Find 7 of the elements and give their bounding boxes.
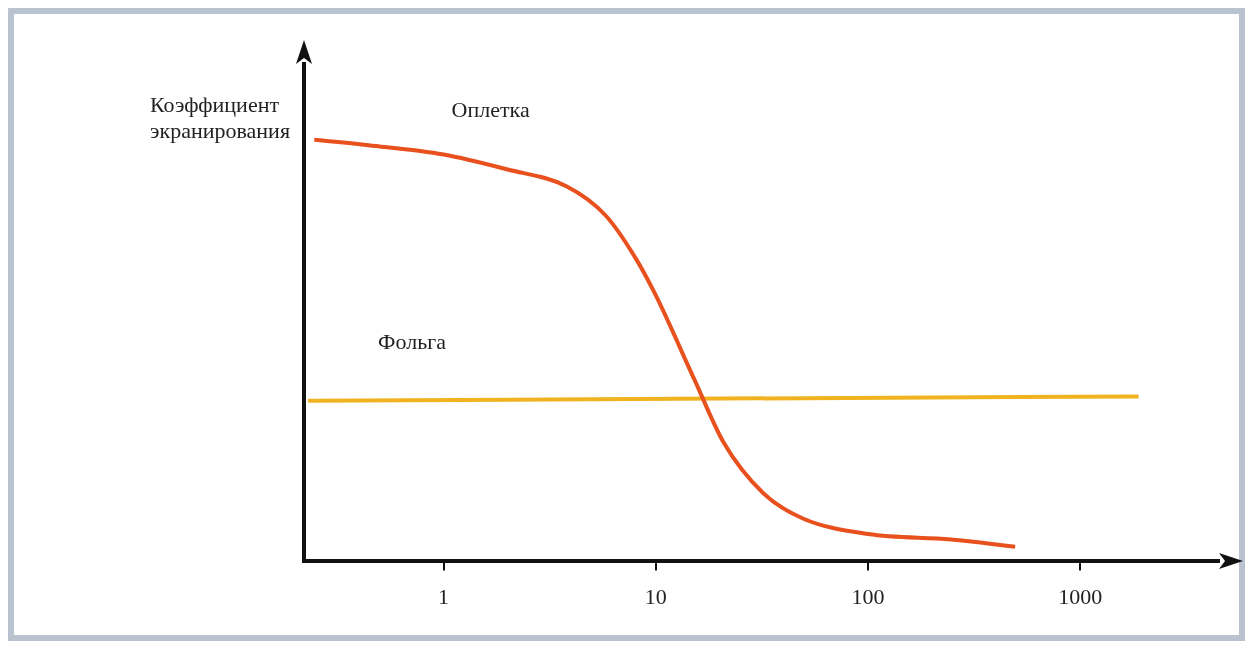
series-label: Оплетка <box>451 97 530 123</box>
x-tick-label: 1 <box>438 583 450 609</box>
text: Фольга <box>378 328 447 354</box>
x-tick-label: 1000 <box>1058 583 1103 609</box>
y-axis-title: Коэффициент экранирования <box>150 92 291 143</box>
x-tick-label: 100 <box>851 583 885 609</box>
x-tick-label: 10 <box>644 583 667 609</box>
